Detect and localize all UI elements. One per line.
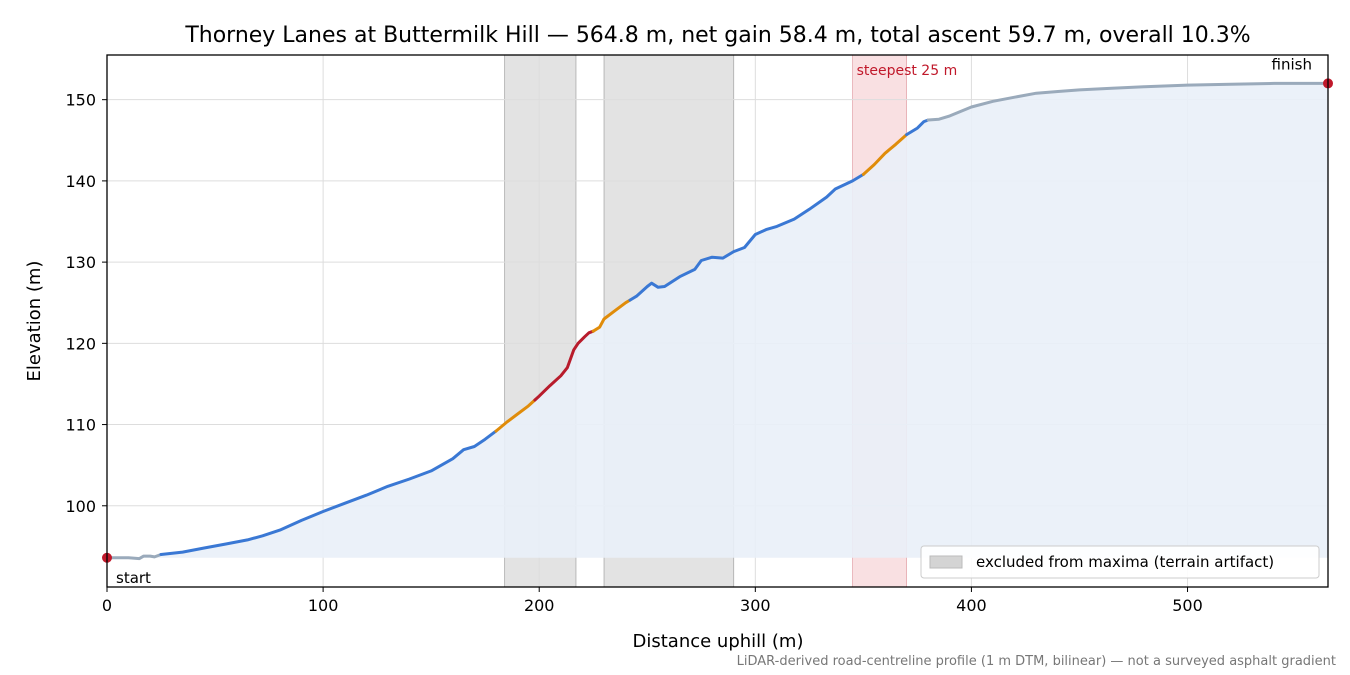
endpoint-markers: start finish <box>102 55 1333 587</box>
y-tick-label: 100 <box>65 497 96 516</box>
profile-segment-grade-mid <box>591 298 632 333</box>
x-tick-label: 100 <box>308 596 339 615</box>
plot-frame <box>106 54 1329 588</box>
x-tick-label: 500 <box>1172 596 1203 615</box>
chart-title: Thorney Lanes at Buttermilk Hill — 564.8… <box>184 23 1250 48</box>
legend-box <box>920 545 1320 579</box>
y-tick-label: 150 <box>65 91 96 110</box>
legend: excluded from maxima (terrain artifact) <box>920 545 1320 579</box>
profile-segment-grade-low <box>159 429 498 556</box>
profile-segment-grade-mid <box>861 133 909 176</box>
profile-segment-grade-low <box>905 118 930 137</box>
x-tick-label: 400 <box>956 596 987 615</box>
x-tick-label: 200 <box>524 596 555 615</box>
y-tick-label: 130 <box>65 253 96 272</box>
axis-ticks: 0 100 200 300 400 500 100 110 120 130 140 150 <box>65 91 1202 615</box>
steepest-segment-label: steepest 25 m <box>857 63 958 79</box>
profile-segment-flat <box>105 553 163 561</box>
x-axis-title: Distance uphill (m) <box>633 631 804 652</box>
legend-label: excluded from maxima (terrain artifact) <box>976 553 1274 571</box>
profile-line-segments <box>105 81 1330 561</box>
x-tick-label: 300 <box>740 596 771 615</box>
profile-segment-grade-low <box>628 172 865 302</box>
x-tick-label: 0 <box>102 596 112 615</box>
legend-swatch <box>929 555 963 569</box>
footnote: LiDAR-derived road-centreline profile (1… <box>737 654 1336 669</box>
y-tick-label: 110 <box>65 416 96 435</box>
profile-segment-grade-high <box>533 329 595 402</box>
profile-segment-flat <box>926 81 1330 122</box>
profile-segment-grade-mid <box>494 398 537 433</box>
y-tick-label: 140 <box>65 172 96 191</box>
elevation-area-fill <box>107 83 1328 559</box>
y-axis-title: Elevation (m) <box>24 261 45 382</box>
finish-label: finish <box>1272 55 1312 73</box>
y-tick-label: 120 <box>65 334 96 353</box>
start-label: start <box>116 569 151 587</box>
